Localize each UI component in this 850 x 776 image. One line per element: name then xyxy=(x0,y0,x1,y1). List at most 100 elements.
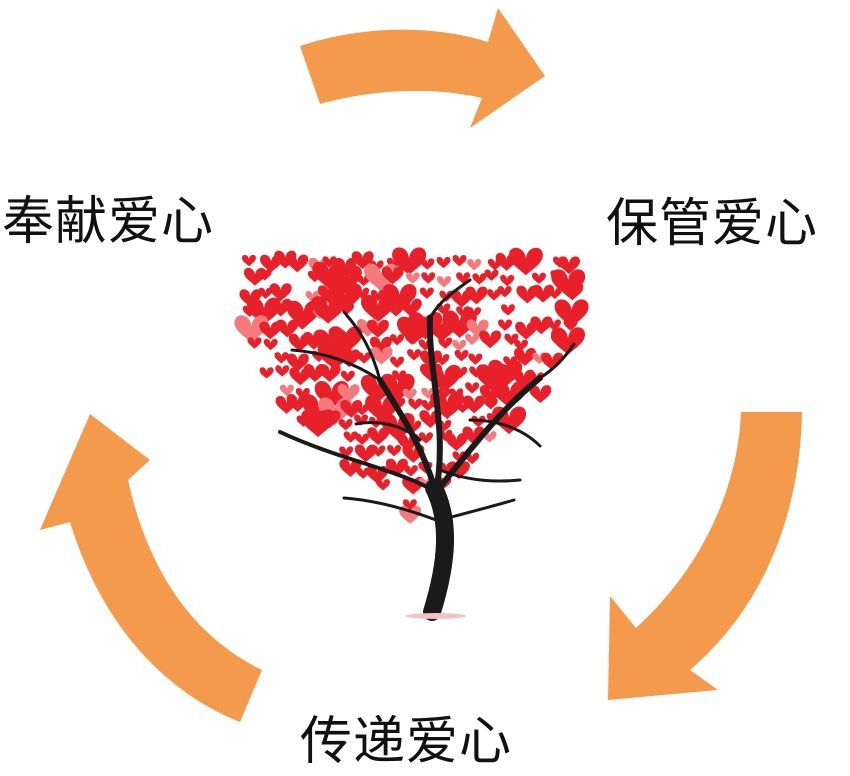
small-heart-icon xyxy=(456,306,471,318)
small-heart-icon xyxy=(392,247,427,276)
small-heart-icon xyxy=(504,333,519,346)
small-heart-icon xyxy=(465,382,480,394)
small-heart-icon xyxy=(257,269,272,281)
small-heart-icon xyxy=(295,318,310,330)
cycle-arrow-left-icon xyxy=(40,414,262,722)
small-heart-icon xyxy=(529,385,552,404)
small-heart-icon xyxy=(279,384,294,397)
small-heart-icon xyxy=(343,431,358,443)
small-heart-icon xyxy=(370,346,393,365)
small-heart-icon xyxy=(351,251,374,270)
small-heart-icon xyxy=(456,272,471,284)
small-heart-icon xyxy=(241,254,256,267)
small-heart-icon xyxy=(402,290,417,303)
small-heart-icon xyxy=(436,276,451,288)
small-heart-icon xyxy=(512,369,535,388)
small-heart-icon xyxy=(269,283,292,302)
small-heart-icon xyxy=(382,284,417,312)
small-heart-icon xyxy=(322,256,337,268)
small-heart-icon xyxy=(367,427,390,446)
small-heart-icon xyxy=(318,364,341,383)
small-heart-icon xyxy=(468,353,483,365)
small-heart-icon xyxy=(392,370,407,382)
small-heart-icon xyxy=(408,398,423,410)
small-heart-icon xyxy=(462,426,485,445)
small-heart-icon xyxy=(269,298,292,317)
small-heart-icon xyxy=(317,342,352,370)
small-heart-icon xyxy=(390,356,405,369)
tree-branches xyxy=(278,278,576,621)
small-heart-icon xyxy=(452,339,467,352)
small-heart-icon xyxy=(454,349,469,362)
small-heart-icon xyxy=(390,334,405,346)
small-heart-icon xyxy=(337,384,360,403)
small-heart-icon xyxy=(305,290,320,303)
small-heart-icon xyxy=(558,256,581,275)
small-heart-icon xyxy=(436,256,451,269)
small-heart-icon xyxy=(357,352,372,364)
small-heart-icon xyxy=(418,432,433,444)
small-heart-icon xyxy=(247,337,262,349)
label-pass-love: 传递爱心 xyxy=(300,712,513,772)
small-heart-icon xyxy=(486,289,501,301)
small-heart-icon xyxy=(438,337,453,349)
tree-ground-shadow xyxy=(406,613,466,619)
label-keep-love: 保管爱心 xyxy=(606,194,819,254)
small-heart-icon xyxy=(318,410,341,429)
small-heart-icon xyxy=(366,319,389,338)
small-heart-icon xyxy=(354,444,377,463)
small-heart-icon xyxy=(465,286,488,305)
small-heart-icon xyxy=(258,287,273,300)
small-heart-icon xyxy=(546,319,561,331)
small-heart-icon xyxy=(467,259,482,271)
small-heart-icon xyxy=(561,282,584,301)
small-heart-icon xyxy=(419,287,434,299)
small-heart-icon xyxy=(328,326,363,354)
small-heart-icon xyxy=(554,299,589,328)
small-heart-icon xyxy=(239,289,262,308)
small-heart-icon xyxy=(339,446,354,458)
small-heart-icon xyxy=(404,333,419,345)
small-heart-icon xyxy=(327,265,362,294)
small-heart-icon xyxy=(463,395,486,414)
small-heart-icon xyxy=(453,366,468,379)
small-heart-icon xyxy=(421,387,436,400)
heart-canopy xyxy=(234,247,589,524)
small-heart-icon xyxy=(311,296,346,324)
small-heart-icon xyxy=(563,319,578,331)
small-heart-icon xyxy=(259,321,282,340)
small-heart-icon xyxy=(274,352,289,364)
small-heart-icon xyxy=(370,289,385,302)
small-heart-icon xyxy=(407,420,422,433)
small-heart-icon xyxy=(387,445,402,457)
small-heart-icon xyxy=(466,319,489,338)
small-heart-icon xyxy=(407,349,422,361)
small-heart-icon xyxy=(515,321,538,340)
small-heart-icon xyxy=(551,327,586,355)
small-heart-icon xyxy=(442,310,477,339)
small-heart-icon xyxy=(402,388,417,401)
small-heart-icon xyxy=(381,266,404,285)
small-heart-icon xyxy=(498,319,513,331)
small-heart-icon xyxy=(355,403,370,416)
small-heart-icon xyxy=(385,458,408,477)
small-heart-icon xyxy=(452,255,467,267)
small-heart-icon xyxy=(472,273,487,285)
label-donate-love: 奉献爱心 xyxy=(2,192,215,252)
small-heart-icon xyxy=(483,398,498,410)
small-heart-icon xyxy=(488,359,523,388)
small-heart-icon xyxy=(371,445,386,457)
small-heart-icon xyxy=(286,254,309,273)
small-heart-icon xyxy=(531,272,546,285)
small-heart-icon xyxy=(340,370,355,383)
small-heart-icon xyxy=(508,247,543,276)
small-heart-icon xyxy=(295,388,310,400)
small-heart-icon xyxy=(405,272,420,284)
cycle-arrow-right-icon xyxy=(608,412,802,700)
small-heart-icon xyxy=(338,349,361,368)
small-heart-icon xyxy=(259,367,274,379)
small-heart-icon xyxy=(513,348,536,366)
small-heart-icon xyxy=(234,315,269,343)
